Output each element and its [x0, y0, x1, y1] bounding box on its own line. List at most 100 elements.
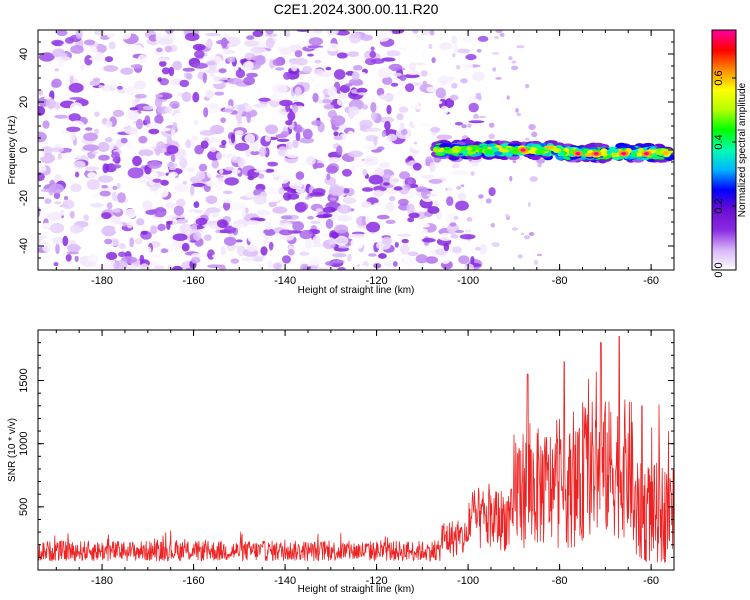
noise-blob [190, 224, 198, 232]
noise-blob [342, 168, 352, 177]
noise-blob [260, 246, 268, 256]
noise-blob [190, 256, 201, 264]
noise-blob [278, 187, 285, 195]
noise-blob [210, 80, 223, 85]
heatmap-x-tick-label: -100 [457, 275, 479, 287]
noise-blob [385, 219, 396, 224]
noise-blob [390, 82, 399, 87]
noise-blob [112, 208, 121, 213]
noise-blob [373, 263, 382, 269]
noise-blob [348, 32, 362, 44]
colorbar: 0.0 0.2 0.4 0.6 Normalized spectral amplitu… [711, 29, 748, 278]
noise-blob [505, 213, 510, 218]
noise-blob [488, 133, 495, 139]
noise-blob [188, 211, 197, 220]
noise-blob [275, 67, 285, 71]
noise-blob [407, 101, 419, 107]
noise-blob [150, 225, 158, 235]
noise-blob [326, 30, 339, 36]
noise-blob [264, 134, 271, 142]
noise-blob [370, 101, 377, 113]
noise-blob [97, 141, 110, 153]
signal-blob [626, 148, 632, 153]
noise-blob [435, 87, 446, 99]
noise-blob [464, 263, 475, 270]
noise-blob [436, 134, 453, 140]
noise-blob [49, 183, 64, 194]
noise-blob [268, 201, 277, 208]
noise-blob [302, 128, 313, 140]
noise-blob [321, 248, 329, 253]
noise-blob [243, 40, 260, 47]
noise-blob [113, 260, 128, 270]
noise-blob [245, 148, 251, 158]
noise-blob [193, 231, 202, 241]
noise-blob [106, 202, 113, 210]
noise-blob [361, 187, 374, 192]
noise-blob [164, 107, 173, 114]
noise-blob [220, 245, 227, 256]
noise-blob [479, 244, 487, 255]
noise-blob [295, 131, 301, 142]
noise-blob [82, 261, 97, 268]
noise-blob [126, 141, 133, 151]
noise-blob [209, 146, 217, 153]
noise-blob [516, 112, 522, 117]
noise-blob [299, 251, 310, 256]
noise-blob [116, 182, 121, 189]
noise-blob [159, 60, 167, 67]
noise-blob [106, 33, 116, 38]
noise-blob [366, 221, 381, 233]
signal-blob [466, 146, 473, 151]
noise-blob [218, 68, 227, 74]
signal-blob [535, 149, 545, 155]
noise-blob [165, 30, 174, 35]
noise-blob [294, 202, 307, 213]
noise-blob [172, 60, 183, 71]
noise-blob [447, 185, 452, 195]
noise-blob [470, 171, 475, 177]
noise-blob [337, 245, 350, 249]
noise-blob [138, 135, 148, 144]
noise-blob [231, 223, 245, 229]
noise-blob [85, 127, 93, 131]
noise-blob [199, 130, 215, 136]
noise-blob [83, 132, 99, 142]
noise-blob [256, 209, 271, 216]
noise-blob [342, 188, 350, 194]
noise-blob [255, 55, 266, 65]
noise-blob [348, 78, 363, 86]
noise-blob [430, 127, 441, 133]
noise-blob [194, 84, 204, 90]
noise-blob [415, 254, 428, 264]
noise-blob [426, 100, 443, 105]
noise-blob [485, 198, 492, 204]
noise-blob [283, 222, 291, 229]
noise-blob [386, 104, 392, 115]
noise-blob [227, 78, 244, 85]
noise-blob [156, 141, 166, 150]
noise-blob [393, 145, 405, 156]
noise-blob [369, 50, 377, 59]
noise-blob [193, 201, 200, 209]
noise-blob [230, 202, 243, 212]
noise-blob [213, 76, 222, 81]
noise-blob [344, 83, 353, 87]
noise-blob [312, 83, 323, 90]
noise-blob [140, 230, 148, 235]
noise-blob [64, 37, 75, 44]
noise-blob [68, 239, 77, 246]
noise-blob [75, 30, 83, 39]
noise-blob [60, 260, 74, 264]
noise-blob [325, 43, 340, 52]
noise-blob [300, 263, 310, 270]
noise-blob [264, 221, 273, 230]
noise-blob [318, 149, 327, 153]
noise-blob [70, 183, 82, 193]
noise-blob [478, 115, 487, 119]
noise-blob [54, 201, 62, 205]
noise-blob [438, 232, 454, 241]
noise-blob [38, 206, 41, 218]
noise-blob [207, 249, 215, 260]
noise-blob [148, 128, 160, 135]
